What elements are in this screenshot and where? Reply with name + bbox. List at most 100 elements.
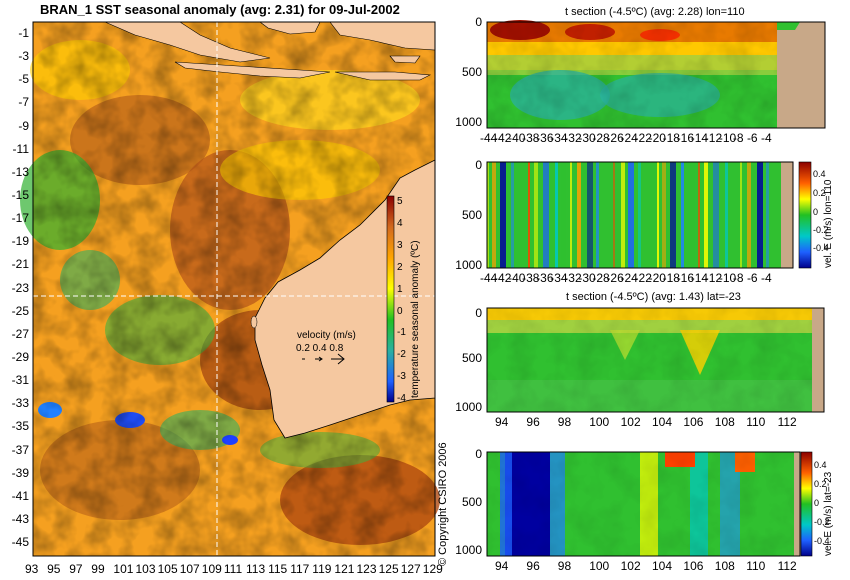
panel-2-x-tick: -42 <box>494 271 512 285</box>
panel-3-x-tick: 100 <box>589 415 610 429</box>
map-lat-tick: -31 <box>11 373 29 388</box>
map-lat-tick: -17 <box>11 211 29 226</box>
panel-1-x-tick: -14 <box>690 131 709 145</box>
sst-colorbar-tick: -4 <box>397 393 406 405</box>
panel-3-x-tick: 94 <box>495 415 509 429</box>
panel-2-velocity-stripe <box>511 162 514 268</box>
panel-1-x-tick: -38 <box>522 131 540 145</box>
panel-2-velocity-stripe <box>613 162 615 268</box>
panel-1-x-tick: -34 <box>550 131 568 145</box>
panel-4-depth-tick: 500 <box>461 495 482 509</box>
map-lat-tick: -13 <box>11 164 29 179</box>
panel-2-velocity-stripe <box>570 162 572 268</box>
map-lon-tick: 93 <box>25 562 39 576</box>
panel-1-x-tick: -30 <box>578 131 596 145</box>
velocity-legend-title: velocity (m/s) <box>297 330 356 341</box>
map-lat-tick: -1 <box>18 26 29 40</box>
map-lat-tick: -29 <box>11 349 29 364</box>
panel-1-x-tick: -28 <box>592 131 610 145</box>
sst-colorbar-tick: 4 <box>397 217 403 229</box>
panel-2-x-tick: -32 <box>564 271 582 285</box>
panel-2-x-tick: -8 <box>732 271 744 285</box>
panel-4-colorbar-tick: 0.2 <box>814 479 827 489</box>
velocity-legend-ticks: 0.2 0.4 0.8 <box>296 343 344 354</box>
map-lon-tick: 97 <box>69 562 83 576</box>
map-lat-tick: -19 <box>11 234 29 249</box>
panel-2-velocity-stripe <box>520 162 525 268</box>
panel-3-x-tick: 106 <box>683 415 704 429</box>
panel-2-x-tick: -10 <box>718 271 737 285</box>
panel-2-x-tick: -36 <box>536 271 554 285</box>
panel-2-velocity-stripe <box>704 162 708 268</box>
panel-1-depth-tick: 500 <box>461 65 482 79</box>
panel-3-x-tick: 98 <box>557 415 572 429</box>
panel-4-x-tick: 112 <box>777 559 797 573</box>
panel-1-depth-tick: 1000 <box>455 115 482 129</box>
panel-1-x-tick: -24 <box>620 131 638 145</box>
map-lon-tick: 123 <box>356 562 377 576</box>
panel-2-velocity-stripe <box>646 162 651 268</box>
map-lon-tick: 119 <box>312 562 332 576</box>
panel-2-x-tick: -26 <box>606 271 624 285</box>
panel-2-x-tick: -20 <box>648 271 666 285</box>
panel-2-velocity-stripe <box>657 162 659 268</box>
panel-2-velocity-stripe <box>740 162 742 268</box>
panel-1-title: t section (-4.5ºC) (avg: 2.28) lon=110 <box>565 6 745 18</box>
panel-4-x-tick: 100 <box>589 559 610 573</box>
panel-3-x-tick: 112 <box>777 415 797 429</box>
sst-colorbar-tick: 1 <box>397 283 403 295</box>
panel-2-velocity-stripe <box>621 162 625 268</box>
map-lon-tick: 129 <box>422 562 443 576</box>
map-lat-tick: -23 <box>11 280 29 295</box>
panel-1-x-tick: -44 <box>480 131 498 145</box>
panel-2-velocity-stripe <box>596 162 599 268</box>
velocity-legend-arrows <box>302 353 345 365</box>
panel-2-colorbar-tick: -0.2 <box>813 225 829 235</box>
panel-1-x-tick: -12 <box>704 131 723 145</box>
panel-2-velocity-stripe <box>628 162 634 268</box>
panel-2-velocity-stripe <box>577 162 581 268</box>
sst-map <box>20 21 440 557</box>
map-lat-tick: -9 <box>18 118 29 133</box>
panel-3-temperature-section <box>486 307 825 413</box>
panel-2-velocity-stripe <box>555 162 558 268</box>
panel-1-x-tick: -6 <box>746 131 758 145</box>
map-title: BRAN_1 SST seasonal anomaly (avg: 2.31) … <box>40 2 400 17</box>
panel-2-velocity-stripe <box>773 162 778 268</box>
panel-1-depth-tick: 0 <box>475 15 482 29</box>
panel-2-velocity-stripe <box>757 162 763 268</box>
panel-1-x-tick: -4 <box>761 131 772 145</box>
panel-2-velocity-stripe <box>492 162 496 268</box>
map-lon-tick: 117 <box>290 562 310 576</box>
panel-1-x-tick: -18 <box>662 131 680 145</box>
panel-2-x-tick: -30 <box>578 271 596 285</box>
panel-2-x-tick: -38 <box>522 271 540 285</box>
map-lon-tick: 109 <box>201 562 222 576</box>
panel-4-velocity-section <box>486 451 813 557</box>
panel-3-depth-tick: 1000 <box>455 400 482 414</box>
panel-2-velocity-stripe <box>528 162 530 268</box>
panel-2-velocity-stripe <box>690 162 695 268</box>
panel-4-x-tick: 94 <box>495 559 509 573</box>
panel-3-title: t section (-4.5ºC) (avg: 1.43) lat=-23 <box>566 291 741 303</box>
panel-2-velocity-stripe <box>561 162 566 268</box>
panel-2-x-tick: -14 <box>690 271 709 285</box>
map-lat-tick: -33 <box>11 396 29 411</box>
map-lat-tick: -41 <box>11 488 29 503</box>
panel-1-x-tick: -16 <box>676 131 695 145</box>
panel-1-x-tick: -10 <box>718 131 737 145</box>
panel-1-temperature-section <box>486 20 826 129</box>
map-lat-tick: -43 <box>11 511 29 526</box>
map-lat-tick: -11 <box>12 141 29 156</box>
panel-2-colorbar-tick: 0.4 <box>813 169 826 179</box>
panel-3-depth-tick: 0 <box>475 306 482 320</box>
panel-2-depth-tick: 500 <box>461 208 482 222</box>
panel-1-x-tick: -42 <box>494 131 512 145</box>
panel-2-x-tick: -34 <box>550 271 568 285</box>
panel-3-depth-tick: 500 <box>461 351 482 365</box>
panel-2-depth-tick: 0 <box>475 158 482 172</box>
map-lon-tick: 115 <box>268 562 288 576</box>
panel-2-colorbar-tick: 0.2 <box>813 188 826 198</box>
panel-2-x-tick: -4 <box>761 271 772 285</box>
panel-2-x-tick: -6 <box>746 271 758 285</box>
